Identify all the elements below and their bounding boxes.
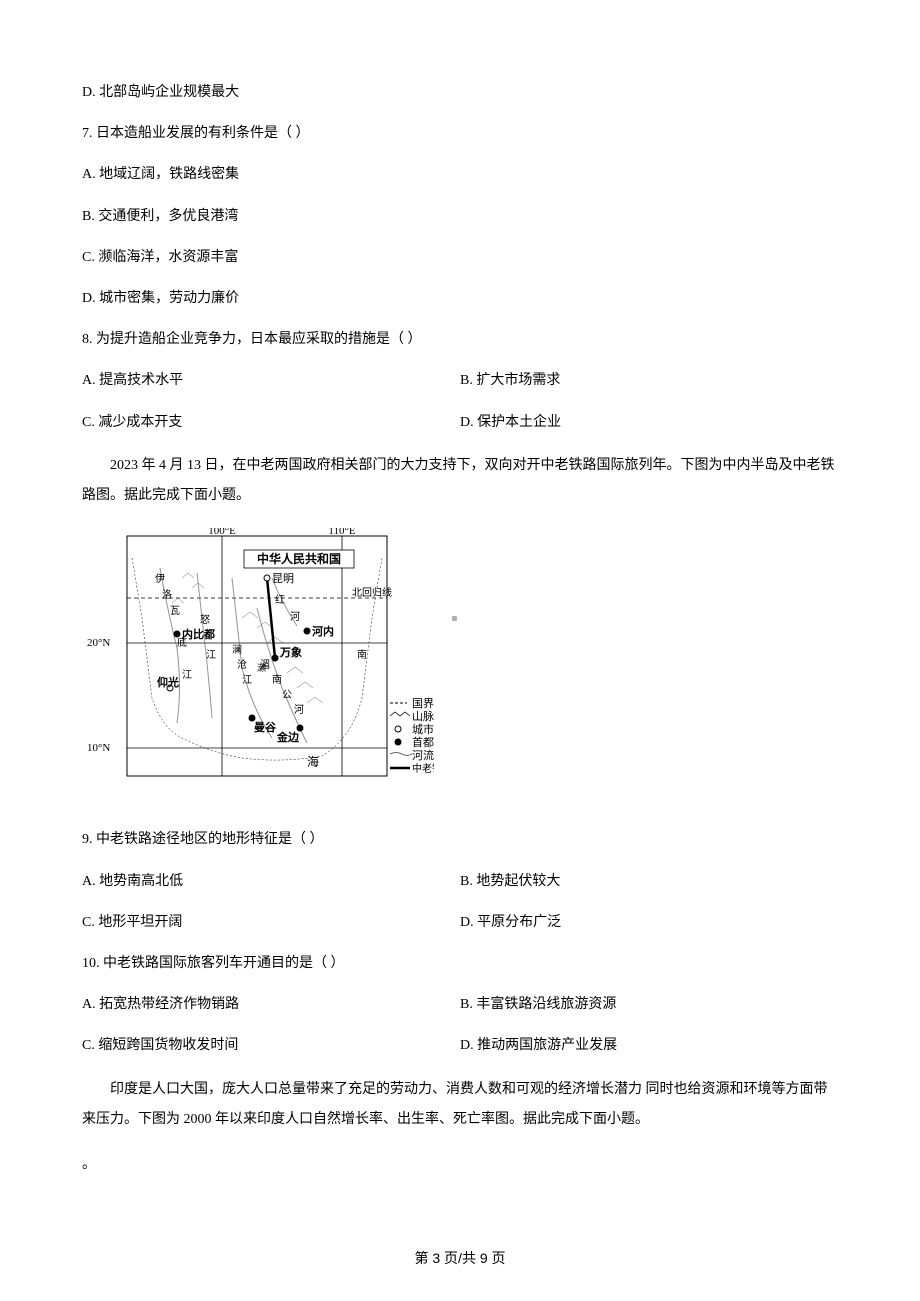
map-country-title: 中华人民共和国 xyxy=(257,551,341,566)
svg-text:伊: 伊 xyxy=(155,573,165,585)
svg-text:澜: 澜 xyxy=(232,644,242,656)
q8-stem: 8. 为提升造船企业竞争力，日本最应采取的措施是（ ） xyxy=(82,327,838,352)
svg-text:仰光: 仰光 xyxy=(157,675,179,689)
q10-option-a: A. 拓宽热带经济作物销路 xyxy=(82,992,460,1017)
q9-stem: 9. 中老铁路途径地区的地形特征是（ ） xyxy=(82,827,838,852)
svg-text:怒: 怒 xyxy=(200,613,210,626)
svg-text:江: 江 xyxy=(182,669,192,681)
q10-option-d: D. 推动两国旅游产业发展 xyxy=(460,1033,838,1058)
q7-stem: 7. 日本造船业发展的有利条件是（ ） xyxy=(82,121,838,146)
svg-text:瀨: 瀨 xyxy=(257,662,266,673)
q9-option-a: A. 地势南高北低 xyxy=(82,869,460,894)
svg-text:国界: 国界 xyxy=(412,697,434,710)
q8-option-a: A. 提高技术水平 xyxy=(82,368,460,393)
svg-text:城市: 城市 xyxy=(412,722,434,736)
q10-stem: 10. 中老铁路国际旅客列车开通目的是（ ） xyxy=(82,951,838,976)
svg-text:昆明: 昆明 xyxy=(272,572,294,585)
passage-2-end: 。 xyxy=(82,1152,838,1177)
center-dot xyxy=(452,616,457,621)
q7-option-a: A. 地域辽阔，铁路线密集 xyxy=(82,162,838,187)
svg-text:中老铁路: 中老铁路 xyxy=(412,762,434,775)
svg-text:江: 江 xyxy=(206,649,216,661)
svg-text:江: 江 xyxy=(242,674,252,686)
q7-option-b: B. 交通便利，多优良港湾 xyxy=(82,204,838,229)
q8-option-c: C. 减少成本开支 xyxy=(82,410,460,435)
lon-label-110: 110°E xyxy=(328,528,355,537)
svg-text:河: 河 xyxy=(290,611,300,623)
q9-option-c: C. 地形平坦开阔 xyxy=(82,910,460,935)
q9-option-d: D. 平原分布广泛 xyxy=(460,910,838,935)
river-labels: 伊洛瓦 底江 怒江 红河 澜沧江 湄南公河 南 xyxy=(155,573,367,716)
svg-text:瓦: 瓦 xyxy=(170,606,180,617)
q7-option-c: C. 濒临海洋，水资源丰富 xyxy=(82,245,838,270)
page-footer: 第 3 页/共 9 页 xyxy=(0,1246,920,1271)
passage-2: 印度是人口大国，庞大人口总量带来了充足的劳动力、消费人数和可观的经济增长潜力 同… xyxy=(82,1075,838,1137)
lat-label-20: 20°N xyxy=(87,637,110,649)
svg-text:洛: 洛 xyxy=(162,588,172,601)
svg-text:公: 公 xyxy=(282,690,292,701)
q7-option-d: D. 城市密集，劳动力廉价 xyxy=(82,286,838,311)
q9-option-b: B. 地势起伏较大 xyxy=(460,869,838,894)
svg-text:山脉: 山脉 xyxy=(412,709,434,723)
map-svg: 100°E 110°E 20°N 10°N 北回归线 中华人民共和国 伊洛瓦 底… xyxy=(82,528,434,798)
q10-option-b: B. 丰富铁路沿线旅游资源 xyxy=(460,992,838,1017)
passage-1: 2023 年 4 月 13 日，在中老两国政府相关部门的大力支持下，双向对开中老… xyxy=(82,451,838,513)
svg-text:红: 红 xyxy=(275,593,285,606)
lat-label-10: 10°N xyxy=(87,742,110,754)
svg-text:万象: 万象 xyxy=(279,645,302,659)
svg-text:沧: 沧 xyxy=(237,658,247,671)
q8-option-d: D. 保护本土企业 xyxy=(460,410,838,435)
q6-option-d: D. 北部岛屿企业规模最大 xyxy=(82,80,838,105)
tropic-label: 北回归线 xyxy=(352,586,392,599)
svg-text:金边: 金边 xyxy=(276,730,300,744)
svg-text:内比都: 内比都 xyxy=(182,627,215,641)
lon-label-100: 100°E xyxy=(208,528,236,537)
sea-label: 海 xyxy=(307,754,319,769)
map-figure: 100°E 110°E 20°N 10°N 北回归线 中华人民共和国 伊洛瓦 底… xyxy=(82,528,838,807)
q8-option-b: B. 扩大市场需求 xyxy=(460,368,838,393)
svg-text:河流: 河流 xyxy=(412,748,434,762)
svg-text:南: 南 xyxy=(272,673,282,686)
svg-text:南: 南 xyxy=(357,648,367,661)
svg-text:河: 河 xyxy=(294,704,304,716)
svg-text:曼谷: 曼谷 xyxy=(254,720,277,734)
svg-text:河内: 河内 xyxy=(312,624,334,638)
svg-text:首都: 首都 xyxy=(412,735,434,749)
q10-option-c: C. 缩短跨国货物收发时间 xyxy=(82,1033,460,1058)
map-legend: 国界 山脉 城市 首都 河流 中老铁路 xyxy=(390,697,434,775)
